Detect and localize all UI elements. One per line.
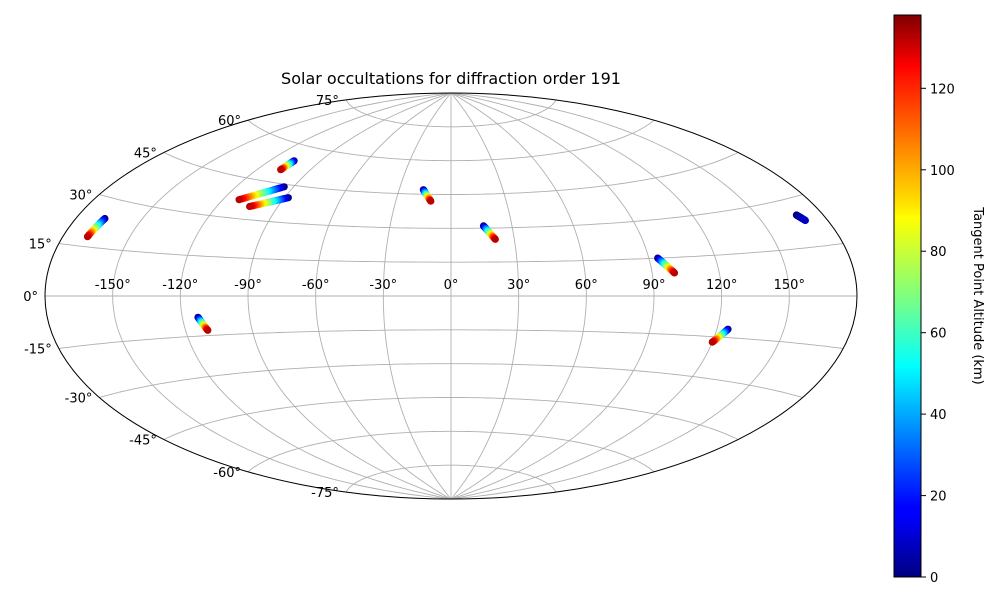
lat-tick-label: -30° — [65, 392, 93, 407]
occultation-point — [83, 233, 92, 241]
parallel-line — [163, 152, 739, 195]
occultation-point — [246, 202, 254, 211]
gridlines — [45, 93, 857, 499]
occultation-point — [204, 326, 212, 334]
chart-title: Solar occultations for diffraction order… — [281, 69, 621, 88]
lat-tick-label: 45° — [134, 147, 157, 162]
occultation-point — [670, 269, 679, 277]
colorbar-tick-label: 60 — [930, 327, 947, 342]
lon-tick-label: -60° — [302, 278, 330, 293]
map-boundary — [44, 92, 858, 500]
occultation-point — [235, 196, 243, 204]
lat-tick-label: 75° — [316, 94, 339, 109]
parallel-line — [163, 397, 739, 440]
colorbar-tick-label: 100 — [930, 164, 955, 179]
longitude-tick-labels: -150° -120° -90° -60° -30° 0° 30° 60° 90° 120° 150… — [95, 278, 805, 293]
parallel-line — [345, 464, 557, 493]
colorbar-tick-label: 0 — [930, 571, 938, 586]
lon-tick-label: 30° — [507, 278, 530, 293]
lon-tick-label: -150° — [95, 278, 131, 293]
colorbar-tick-label: 20 — [930, 490, 947, 505]
parallel-line — [247, 430, 655, 473]
lon-tick-label: -120° — [162, 278, 198, 293]
parallel-line — [345, 99, 557, 128]
parallel-line — [99, 363, 803, 398]
lon-tick-label: -90° — [234, 278, 262, 293]
colorbar-tick-label: 40 — [930, 408, 947, 423]
colorbar-tick-label: 80 — [930, 245, 947, 260]
occultation-point — [491, 235, 499, 243]
lon-tick-label: 90° — [642, 278, 665, 293]
lat-tick-label: -60° — [213, 466, 241, 481]
colorbar-label: Tangent Point Altitude (km) — [970, 206, 985, 384]
occultation-point — [427, 197, 435, 205]
latitude-tick-labels: -75° -60° -45° -30° -15° 0° 15° 30° 45° 60° 75° — [23, 94, 339, 501]
colorbar-tick-label: 120 — [930, 82, 955, 97]
occultation-point — [708, 338, 716, 346]
lon-tick-label: 120° — [706, 278, 737, 293]
occultation-points — [83, 157, 810, 346]
lat-tick-label: 15° — [29, 238, 52, 253]
parallel-line — [58, 243, 844, 263]
parallel-line — [247, 119, 655, 162]
lat-tick-label: -15° — [24, 343, 52, 358]
occultation-point — [801, 216, 810, 225]
lat-tick-label: -75° — [311, 486, 339, 501]
lat-tick-label: -45° — [129, 434, 157, 449]
occultation-point — [277, 166, 285, 174]
colorbar — [893, 14, 922, 578]
parallel-line — [99, 194, 803, 229]
lat-tick-label: 60° — [218, 114, 241, 129]
lat-tick-label: 0° — [23, 290, 38, 305]
lon-tick-label: 0° — [444, 278, 459, 293]
lon-tick-label: 150° — [774, 278, 805, 293]
lat-tick-label: 30° — [69, 189, 92, 204]
colorbar-ticks: 0 20 40 60 80 100 120 — [921, 82, 955, 586]
lon-tick-label: 60° — [575, 278, 598, 293]
lon-tick-label: -30° — [369, 278, 397, 293]
